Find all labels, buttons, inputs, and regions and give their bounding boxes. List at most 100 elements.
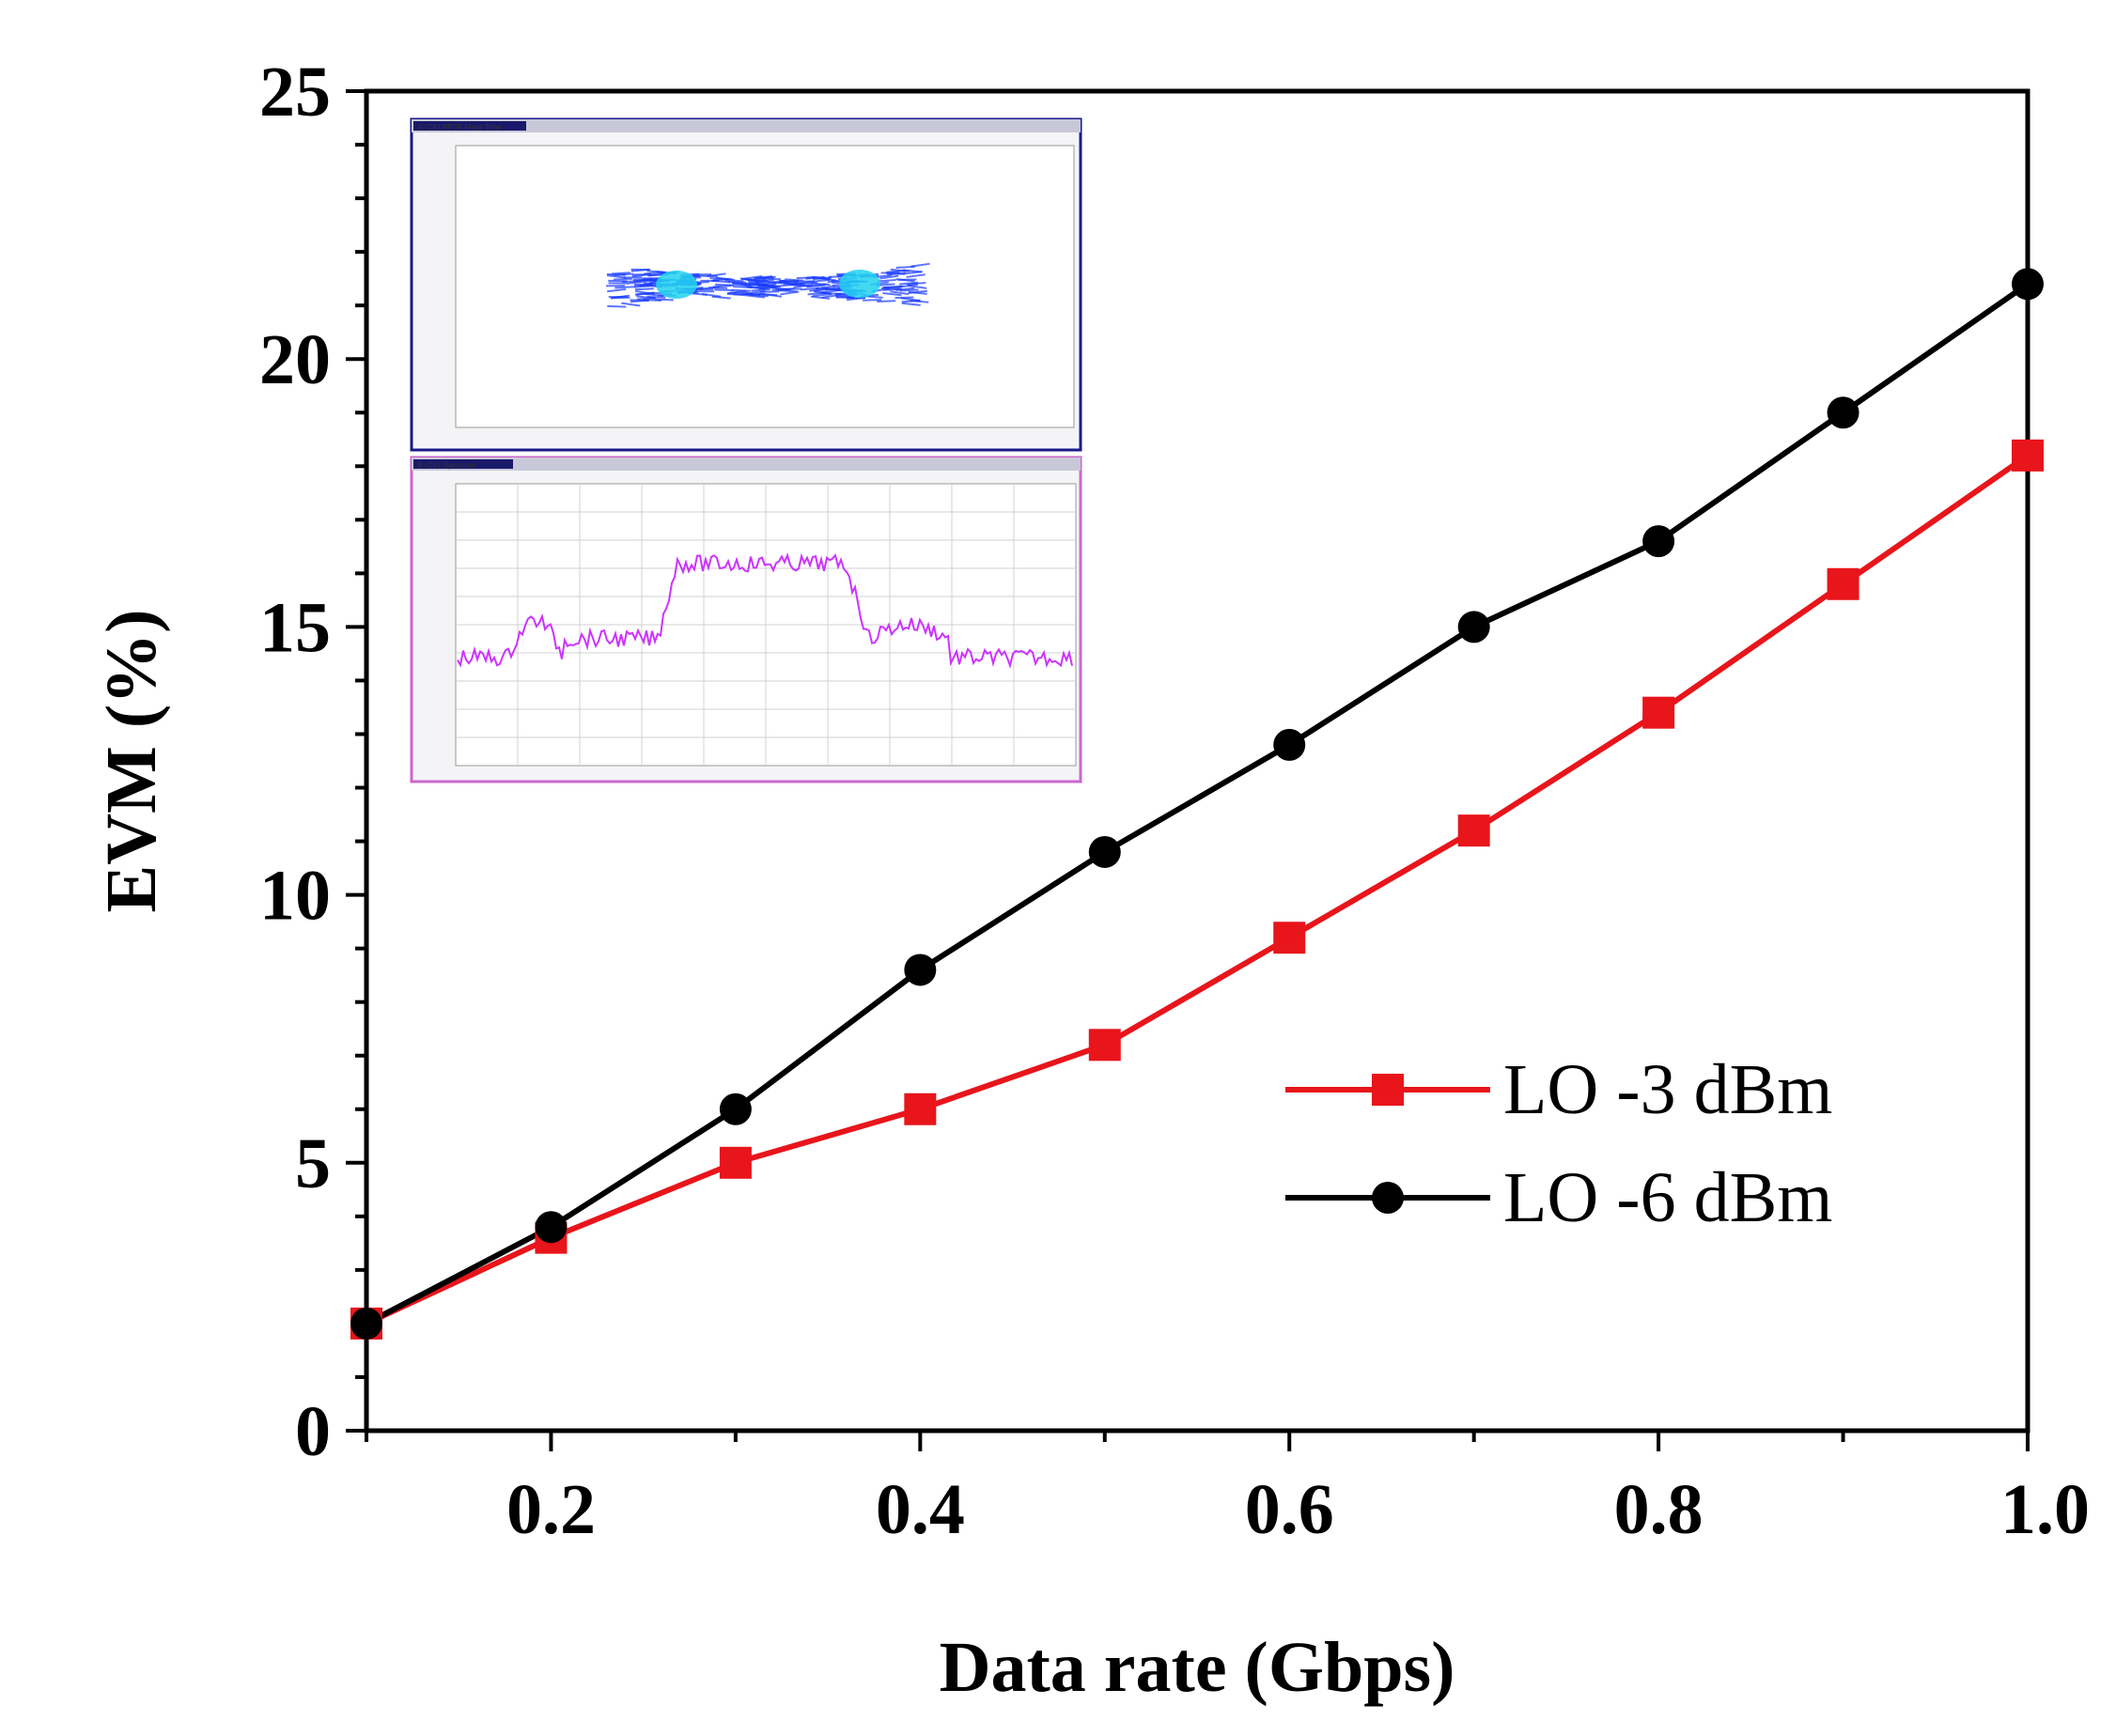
constellation-trace	[811, 282, 831, 287]
constellation-trace	[882, 292, 902, 297]
constellation-trace	[606, 274, 627, 279]
constellation-trace	[750, 286, 770, 289]
data-point-series-0	[2012, 439, 2044, 472]
y-tick-label: 0	[295, 1392, 331, 1471]
constellation-trace	[811, 275, 832, 281]
constellation-cluster	[656, 271, 697, 299]
data-point-series-0	[1273, 922, 1306, 954]
constellation-trace	[607, 287, 627, 293]
constellation-trace	[800, 287, 820, 291]
constellation-trace	[726, 292, 746, 297]
constellation-trace	[633, 282, 654, 287]
constellation-trace	[731, 288, 752, 292]
constellation-trace	[607, 304, 627, 308]
y-tick-label: 25	[259, 53, 331, 132]
constellation-trace	[885, 271, 905, 275]
data-point-series-0	[1457, 814, 1490, 847]
x-tick-label: 1.0	[2000, 1470, 2090, 1549]
constellation-trace	[812, 293, 832, 298]
legend-marker-lo-3dbm	[1372, 1074, 1404, 1106]
constellation-trace	[627, 280, 646, 285]
constellation-trace	[899, 281, 919, 286]
data-point-series-1	[904, 953, 937, 986]
constellation-trace	[899, 288, 919, 292]
y-tick-label: 20	[259, 320, 331, 399]
constellation-trace	[779, 279, 799, 284]
constellation-trace	[762, 293, 783, 298]
legend-label-lo-6dbm: LO -6 dBm	[1503, 1158, 1832, 1237]
data-point-series-0	[1642, 696, 1675, 729]
series-line-0	[365, 453, 2030, 1326]
constellation-trace	[743, 275, 763, 280]
legend: LO -3 dBm LO -6 dBm	[1285, 1050, 1832, 1237]
y-tick-label: 15	[259, 588, 331, 667]
constellation-trace	[614, 272, 633, 276]
constellation-trace	[903, 271, 923, 275]
constellation-trace	[753, 275, 773, 280]
series-lines	[365, 281, 2030, 1326]
data-point-series-1	[1457, 611, 1490, 643]
constellation-trace	[806, 284, 826, 288]
constellation-trace	[783, 282, 802, 287]
constellation-trace	[895, 287, 915, 291]
plot-frame	[364, 88, 2030, 1434]
constellation-trace	[895, 265, 915, 269]
constellation-trace	[901, 299, 921, 303]
data-point-series-0	[904, 1093, 937, 1125]
data-point-series-1	[1642, 525, 1675, 558]
constellation-trace	[727, 281, 747, 284]
constellation-trace	[634, 287, 654, 291]
constellation-trace	[883, 285, 903, 289]
constellation-trace	[877, 300, 896, 302]
constellation-trace	[908, 285, 927, 289]
constellation-trace	[785, 278, 804, 282]
axis-tick-labels: 0.2 0.4 0.6 0.8 1.0 0 5 10 15 20 25	[259, 53, 2090, 1549]
constellation-trace	[654, 298, 674, 302]
constellation-trace	[761, 277, 781, 281]
inset-top-title: A: Ch1 8PSK Meas Time	[418, 123, 502, 132]
constellation-trace	[751, 288, 770, 292]
data-point-series-0	[1827, 567, 1859, 600]
constellation-trace	[835, 295, 855, 300]
constellation-trace	[745, 294, 766, 299]
legend-marker-lo-6dbm	[1372, 1182, 1404, 1214]
constellation-plot	[606, 262, 930, 308]
data-point-series-1	[719, 1093, 752, 1125]
constellation-trace	[646, 295, 666, 299]
constellation-trace	[755, 278, 774, 284]
constellation-trace	[749, 281, 769, 287]
axis-ticks	[346, 89, 2030, 1451]
constellation-trace	[621, 302, 641, 307]
spectrum-grid	[456, 484, 1076, 766]
constellation-cluster	[839, 270, 880, 298]
constellation-trace	[635, 292, 655, 296]
constellation-trace	[863, 299, 882, 302]
constellation-trace	[821, 293, 841, 299]
series-line-1	[365, 281, 2030, 1326]
constellation-trace	[613, 277, 632, 281]
constellation-trace	[890, 290, 910, 296]
constellation-trace	[712, 284, 732, 288]
constellation-trace	[707, 272, 726, 278]
data-point-series-0	[719, 1146, 752, 1179]
x-tick-label: 0.6	[1245, 1470, 1334, 1549]
data-point-series-1	[2012, 268, 2044, 301]
constellation-trace	[636, 296, 656, 301]
y-tick-label: 10	[259, 857, 331, 936]
constellation-trace	[631, 272, 652, 278]
x-tick-label: 0.8	[1614, 1470, 1704, 1549]
constellation-trace	[813, 290, 833, 295]
constellation-trace	[731, 282, 752, 287]
data-point-series-1	[1273, 728, 1306, 761]
x-tick-label: 0.4	[876, 1470, 965, 1549]
constellation-trace	[890, 268, 910, 272]
y-tick-label: 5	[295, 1124, 331, 1203]
constellation-trace	[901, 302, 921, 306]
constellation-trace	[702, 292, 722, 298]
constellation-trace	[712, 278, 732, 282]
data-point-series-1	[1827, 396, 1859, 429]
inset-screenshot: A: Ch1 8PSK Meas Time B: Ch1 Spectrum	[410, 117, 1082, 783]
constellation-trace	[749, 293, 769, 298]
data-point-series-1	[535, 1211, 568, 1244]
constellation-trace	[644, 271, 663, 275]
